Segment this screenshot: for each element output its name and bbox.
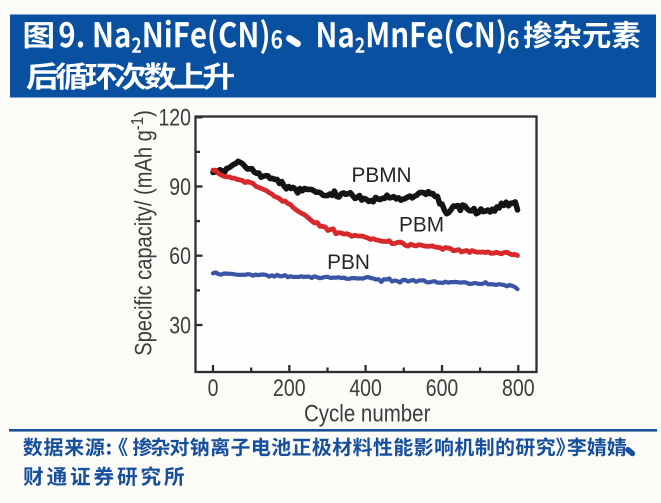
svg-text:Cycle number: Cycle number	[304, 400, 431, 427]
svg-text:Specific capacity/ (mAh g-1): Specific capacity/ (mAh g-1)	[127, 110, 157, 356]
svg-text:600: 600	[426, 374, 459, 401]
svg-text:60: 60	[169, 242, 191, 269]
svg-text:120: 120	[158, 104, 191, 131]
svg-text:200: 200	[273, 374, 306, 401]
svg-text:0: 0	[208, 374, 219, 401]
svg-text:PBMN: PBMN	[351, 164, 411, 187]
svg-text:PBM: PBM	[399, 214, 444, 237]
svg-text:800: 800	[502, 374, 535, 401]
svg-text:90: 90	[169, 173, 191, 200]
svg-text:400: 400	[349, 374, 382, 401]
svg-text:PBN: PBN	[327, 251, 370, 274]
svg-text:30: 30	[169, 311, 191, 338]
